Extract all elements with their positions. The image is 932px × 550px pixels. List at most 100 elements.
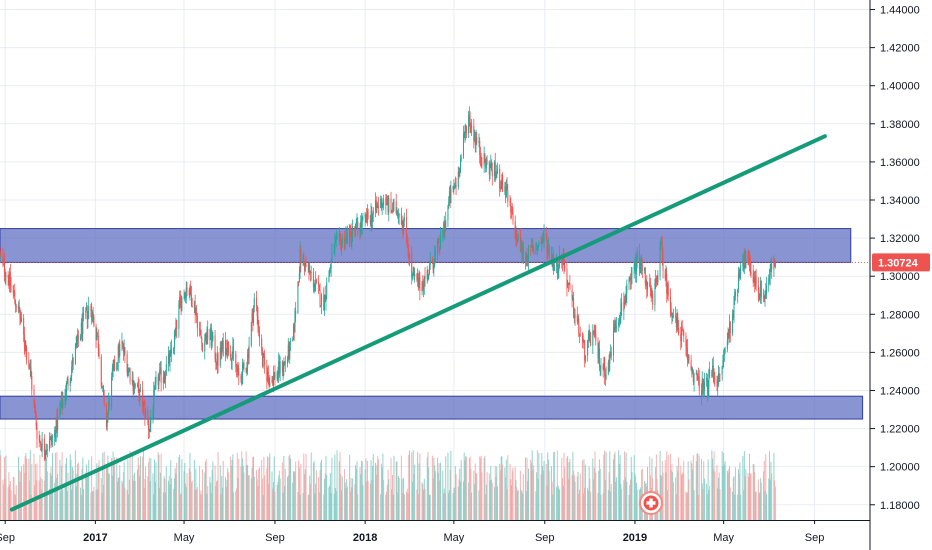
volume-bar bbox=[335, 488, 337, 520]
volume-bar bbox=[687, 461, 689, 520]
volume-bar bbox=[698, 455, 700, 520]
candle-body bbox=[406, 217, 408, 236]
volume-bar bbox=[31, 464, 33, 520]
candle-body bbox=[133, 387, 135, 391]
volume-bar bbox=[258, 467, 260, 520]
candle-body bbox=[242, 363, 244, 365]
volume-bar bbox=[522, 493, 524, 520]
candle-body bbox=[421, 282, 423, 291]
volume-bar bbox=[80, 487, 82, 520]
volume-bar bbox=[540, 474, 542, 520]
volume-bar bbox=[139, 476, 141, 520]
volume-bar bbox=[706, 494, 708, 520]
candle-body bbox=[282, 368, 284, 372]
candle-body bbox=[145, 410, 147, 418]
candle-body bbox=[65, 392, 67, 398]
volume-bar bbox=[284, 486, 286, 520]
volume-bar bbox=[522, 473, 524, 520]
volume-bar bbox=[116, 457, 118, 520]
candle-body bbox=[739, 274, 741, 278]
volume-bar bbox=[371, 480, 373, 520]
candle-body bbox=[31, 376, 33, 390]
volume-bar bbox=[210, 492, 212, 520]
candle-body bbox=[241, 364, 243, 384]
resistance-zone[interactable] bbox=[0, 228, 852, 263]
volume-bar bbox=[191, 480, 193, 520]
volume-bar bbox=[564, 467, 566, 520]
volume-bar bbox=[70, 459, 72, 520]
volume-bar bbox=[281, 462, 283, 520]
volume-bar bbox=[29, 450, 31, 520]
volume-bar bbox=[310, 452, 312, 520]
volume-bar bbox=[774, 486, 776, 520]
support-zone[interactable] bbox=[0, 395, 864, 420]
candle-body bbox=[41, 438, 43, 451]
volume-bar bbox=[460, 481, 462, 520]
candle-body bbox=[185, 287, 187, 299]
volume-bar bbox=[615, 482, 617, 520]
candle-body bbox=[76, 343, 78, 345]
volume-bar bbox=[703, 478, 705, 520]
candle-body bbox=[454, 184, 456, 187]
candle-body bbox=[262, 356, 264, 367]
trendline[interactable] bbox=[9, 134, 827, 512]
volume-bar bbox=[471, 492, 473, 520]
volume-bar bbox=[595, 472, 597, 520]
volume-bar bbox=[207, 486, 209, 520]
volume-bar bbox=[114, 457, 116, 520]
candle-body bbox=[677, 317, 679, 329]
candle-body bbox=[522, 246, 524, 261]
price-tick-label: 1.24000 bbox=[880, 385, 920, 397]
candle-body bbox=[238, 367, 240, 376]
candle-body bbox=[267, 371, 269, 381]
volume-bar bbox=[408, 450, 410, 520]
price-axis[interactable]: 1.440001.420001.400001.380001.360001.340… bbox=[870, 5, 920, 512]
time-tick-label: Sep bbox=[805, 532, 825, 544]
price-tick-label: 1.40000 bbox=[880, 81, 920, 93]
candle-body bbox=[607, 362, 609, 375]
volume-bar bbox=[598, 459, 600, 520]
candle-body bbox=[13, 292, 15, 294]
candle-body bbox=[649, 286, 651, 291]
time-tick-label: Sep bbox=[0, 532, 15, 544]
volume-bar bbox=[38, 480, 40, 520]
candle-body bbox=[675, 315, 677, 317]
candle-body bbox=[294, 311, 296, 333]
volume-bar bbox=[573, 470, 575, 520]
candle-body bbox=[724, 349, 726, 353]
candle-body bbox=[723, 352, 725, 356]
candle-body bbox=[66, 382, 68, 393]
volume-bar bbox=[475, 473, 477, 520]
volume-bar bbox=[431, 455, 433, 520]
add-button[interactable] bbox=[639, 491, 663, 515]
volume-bar bbox=[744, 476, 746, 520]
volume-bar bbox=[380, 494, 382, 520]
candle-body bbox=[448, 202, 450, 206]
volume-bar bbox=[219, 465, 221, 520]
candle-body bbox=[664, 270, 666, 279]
candle-body bbox=[121, 341, 123, 344]
candle-body bbox=[766, 285, 768, 294]
time-axis[interactable]: Sep2017MaySep2018MaySep2019MaySep bbox=[0, 520, 824, 544]
candle-body bbox=[183, 297, 185, 299]
volume-bar bbox=[468, 458, 470, 520]
candle-body bbox=[693, 374, 695, 383]
candle-body bbox=[180, 299, 182, 311]
candle-body bbox=[568, 284, 570, 285]
volume-bar bbox=[341, 476, 343, 520]
candle-body bbox=[750, 271, 752, 275]
volume-bar bbox=[289, 454, 291, 520]
candle-body bbox=[474, 134, 476, 145]
candle-body bbox=[443, 223, 445, 235]
candle-body bbox=[698, 376, 700, 390]
volume-bar bbox=[181, 459, 183, 520]
candle-body bbox=[233, 346, 235, 354]
volume-bar bbox=[610, 491, 612, 520]
volume-bar bbox=[414, 464, 416, 520]
candle-body bbox=[683, 331, 685, 336]
time-tick-label: May bbox=[713, 532, 734, 544]
candle-body bbox=[261, 338, 263, 350]
candle-body bbox=[160, 367, 162, 383]
volume-bar bbox=[489, 480, 491, 520]
